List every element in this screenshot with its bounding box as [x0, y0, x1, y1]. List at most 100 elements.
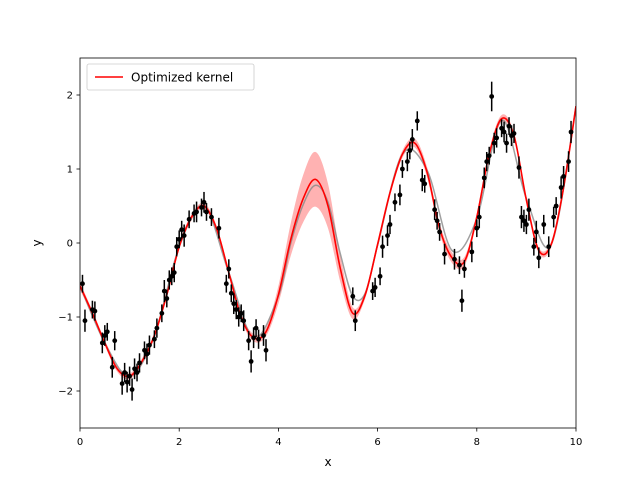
data-point: [551, 214, 557, 220]
data-point: [380, 244, 385, 250]
data-point: [407, 148, 413, 153]
data-point: [92, 308, 98, 314]
data-point: [372, 285, 378, 290]
data-point: [134, 370, 140, 375]
data-point: [442, 251, 447, 257]
data-point: [127, 373, 132, 379]
data-point: [481, 175, 487, 181]
data-point: [129, 387, 135, 392]
y-tick-label: 0: [67, 239, 73, 250]
data-point: [504, 140, 509, 146]
data-point: [521, 218, 527, 224]
data-point: [181, 233, 187, 239]
data-point: [519, 214, 524, 220]
data-point: [474, 225, 480, 231]
legend-box: [86, 63, 255, 91]
data-point: [119, 381, 125, 386]
y-tick-label: −1: [58, 313, 73, 324]
data-point: [491, 140, 497, 146]
y-tick-label: 1: [67, 165, 73, 176]
data-point: [516, 165, 522, 170]
data-point: [404, 159, 410, 165]
data-point: [166, 277, 172, 283]
data-point: [248, 359, 254, 364]
data-point: [186, 216, 192, 222]
data-point: [350, 293, 356, 299]
x-tick-label: 4: [275, 437, 281, 448]
data-point: [414, 118, 420, 124]
data-point: [176, 236, 182, 242]
data-point: [422, 181, 428, 187]
x-axis-label: x: [324, 455, 331, 469]
data-point: [99, 340, 105, 346]
x-tick-label: 6: [374, 437, 380, 448]
data-point: [499, 125, 504, 131]
data-point: [154, 325, 160, 331]
data-point: [209, 214, 214, 220]
data-point: [169, 273, 175, 279]
y-axis: −2 −1 0 1 2: [58, 91, 80, 398]
data-point: [233, 307, 239, 312]
x-tick-label: 8: [474, 437, 480, 448]
data-point: [432, 207, 438, 213]
y-tick-label: −2: [58, 387, 73, 398]
data-point: [201, 199, 207, 205]
data-point: [533, 229, 539, 235]
data-point: [484, 159, 490, 165]
legend: Optimized kernel: [86, 63, 255, 91]
data-point: [400, 166, 405, 172]
data-point: [104, 329, 110, 335]
data-point: [531, 244, 537, 250]
data-point: [236, 314, 242, 320]
data-point: [541, 222, 547, 227]
data-point: [159, 310, 165, 316]
data-point: [122, 370, 128, 375]
data-point: [392, 199, 398, 205]
plot-background: [80, 58, 576, 428]
data-point: [457, 262, 462, 268]
data-point: [385, 233, 390, 239]
data-point: [501, 129, 507, 135]
data-point: [452, 256, 457, 262]
data-point: [370, 288, 376, 294]
data-point: [469, 249, 475, 255]
y-axis-label: y: [30, 239, 44, 246]
data-point: [161, 288, 167, 294]
data-point: [231, 301, 237, 307]
data-point: [437, 229, 442, 235]
data-point: [546, 244, 552, 250]
data-point: [147, 342, 152, 348]
legend-label: Optimized kernel: [131, 71, 233, 85]
data-point: [462, 266, 467, 272]
data-points-layer: [80, 81, 574, 401]
data-point: [434, 218, 440, 224]
data-point: [238, 310, 244, 316]
data-point: [204, 209, 209, 215]
data-point: [144, 351, 150, 357]
data-point: [132, 366, 137, 372]
x-tick-label: 10: [570, 437, 583, 448]
data-point: [216, 225, 222, 231]
data-point: [164, 296, 170, 301]
data-point: [179, 227, 185, 233]
data-point: [352, 318, 358, 324]
data-point: [476, 214, 482, 220]
x-tick-label: 0: [77, 437, 83, 448]
data-point: [142, 347, 147, 353]
data-point: [112, 338, 118, 344]
data-point: [261, 333, 266, 338]
data-point: [109, 364, 115, 370]
data-point: [152, 336, 157, 342]
data-point: [526, 207, 532, 213]
data-point: [137, 360, 142, 366]
data-point: [102, 333, 108, 338]
data-point: [553, 203, 559, 209]
data-point: [80, 281, 85, 287]
data-point: [489, 94, 495, 99]
data-point: [536, 255, 542, 261]
y-tick-label: 2: [67, 91, 73, 102]
x-axis: 0 2 4 6 8 10: [77, 428, 583, 448]
data-point: [377, 273, 383, 279]
data-point: [246, 338, 252, 344]
